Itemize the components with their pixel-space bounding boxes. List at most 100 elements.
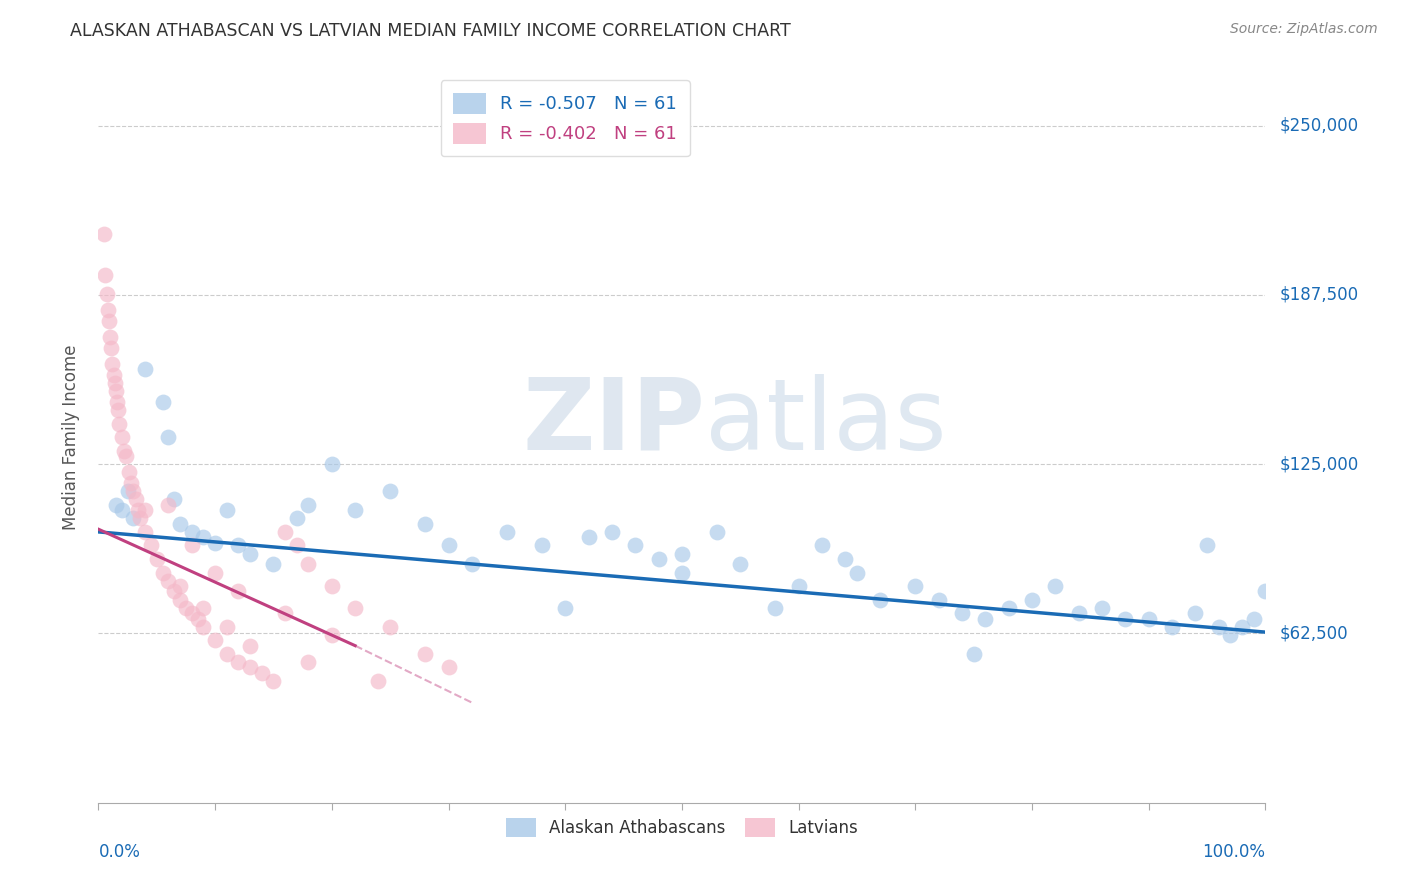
Point bbox=[496, 524, 519, 539]
Point bbox=[706, 524, 728, 539]
Point bbox=[1067, 606, 1090, 620]
Point bbox=[180, 538, 202, 552]
Point bbox=[104, 498, 127, 512]
Point bbox=[1161, 620, 1184, 634]
Point bbox=[157, 574, 180, 588]
Point bbox=[380, 620, 402, 634]
Point bbox=[215, 503, 238, 517]
Point bbox=[811, 538, 834, 552]
Point bbox=[437, 660, 460, 674]
Text: $250,000: $250,000 bbox=[1279, 117, 1358, 135]
Point bbox=[204, 535, 226, 549]
Point bbox=[134, 362, 156, 376]
Text: $125,000: $125,000 bbox=[1279, 455, 1358, 473]
Point bbox=[730, 558, 752, 572]
Point bbox=[118, 465, 141, 479]
Point bbox=[239, 639, 262, 653]
Point bbox=[98, 330, 121, 344]
Point bbox=[1184, 606, 1206, 620]
Point bbox=[321, 457, 343, 471]
Point bbox=[163, 584, 186, 599]
Point bbox=[228, 584, 250, 599]
Point bbox=[163, 492, 186, 507]
Point bbox=[413, 516, 436, 531]
Point bbox=[344, 600, 367, 615]
Point bbox=[115, 449, 138, 463]
Point bbox=[962, 647, 984, 661]
Point bbox=[104, 384, 127, 398]
Point bbox=[297, 655, 319, 669]
Text: Source: ZipAtlas.com: Source: ZipAtlas.com bbox=[1230, 22, 1378, 37]
Y-axis label: Median Family Income: Median Family Income bbox=[62, 344, 80, 530]
Point bbox=[461, 558, 484, 572]
Point bbox=[274, 524, 297, 539]
Point bbox=[1114, 611, 1136, 625]
Point bbox=[111, 503, 134, 517]
Point bbox=[950, 606, 973, 620]
Point bbox=[262, 673, 284, 688]
Point bbox=[129, 511, 152, 525]
Point bbox=[112, 443, 135, 458]
Point bbox=[285, 538, 308, 552]
Point bbox=[413, 647, 436, 661]
Point bbox=[321, 579, 343, 593]
Point bbox=[169, 579, 191, 593]
Point bbox=[578, 530, 600, 544]
Point bbox=[763, 600, 786, 615]
Point bbox=[97, 313, 120, 327]
Point bbox=[204, 566, 226, 580]
Point bbox=[96, 286, 118, 301]
Point bbox=[671, 547, 693, 561]
Point bbox=[157, 430, 180, 444]
Point bbox=[846, 566, 869, 580]
Point bbox=[904, 579, 927, 593]
Point bbox=[228, 655, 250, 669]
Text: 100.0%: 100.0% bbox=[1202, 843, 1265, 861]
Point bbox=[250, 665, 273, 680]
Point bbox=[134, 503, 156, 517]
Text: atlas: atlas bbox=[706, 374, 946, 471]
Point bbox=[122, 511, 145, 525]
Point bbox=[997, 600, 1019, 615]
Point bbox=[157, 498, 180, 512]
Point bbox=[193, 620, 215, 634]
Point bbox=[285, 511, 308, 525]
Point bbox=[834, 552, 856, 566]
Point bbox=[554, 600, 576, 615]
Point bbox=[239, 660, 262, 674]
Point bbox=[1137, 611, 1160, 625]
Point bbox=[647, 552, 669, 566]
Point bbox=[297, 558, 319, 572]
Point bbox=[1230, 620, 1253, 634]
Point bbox=[93, 227, 115, 241]
Point bbox=[101, 357, 124, 371]
Point bbox=[297, 498, 319, 512]
Point bbox=[180, 606, 202, 620]
Point bbox=[193, 600, 215, 615]
Point bbox=[928, 592, 950, 607]
Point bbox=[1254, 584, 1277, 599]
Point bbox=[169, 516, 191, 531]
Text: $187,500: $187,500 bbox=[1279, 285, 1358, 304]
Point bbox=[120, 476, 142, 491]
Legend: Alaskan Athabascans, Latvians: Alaskan Athabascans, Latvians bbox=[498, 810, 866, 846]
Point bbox=[146, 552, 169, 566]
Point bbox=[274, 606, 297, 620]
Point bbox=[380, 484, 402, 499]
Point bbox=[111, 430, 134, 444]
Point bbox=[103, 368, 125, 382]
Point bbox=[105, 395, 128, 409]
Point bbox=[94, 268, 117, 282]
Point bbox=[321, 628, 343, 642]
Point bbox=[204, 633, 226, 648]
Point bbox=[869, 592, 891, 607]
Point bbox=[152, 395, 174, 409]
Point bbox=[1021, 592, 1043, 607]
Point bbox=[262, 558, 284, 572]
Point bbox=[152, 566, 174, 580]
Point bbox=[97, 302, 120, 317]
Point bbox=[134, 524, 156, 539]
Point bbox=[108, 417, 131, 431]
Point bbox=[1208, 620, 1230, 634]
Point bbox=[180, 524, 202, 539]
